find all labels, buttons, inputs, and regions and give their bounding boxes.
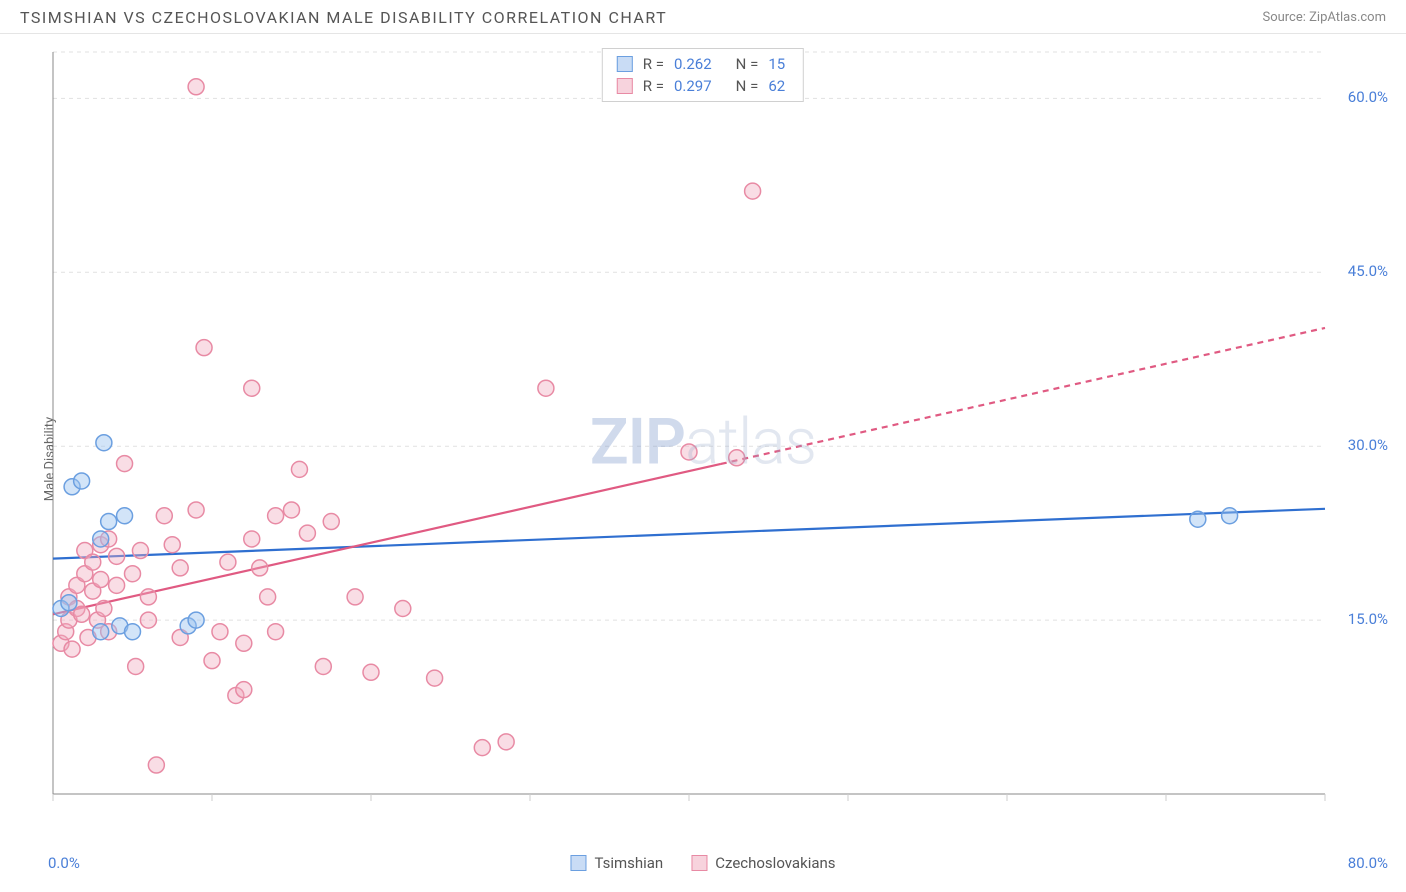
series-legend-item: Tsimshian <box>570 854 663 872</box>
legend-swatch <box>617 56 633 72</box>
y-tick-label: 15.0% <box>1348 610 1388 628</box>
y-tick-label: 30.0% <box>1348 436 1388 454</box>
series-legend: Tsimshian Czechoslovakians <box>570 854 835 872</box>
n-value: 15 <box>768 55 785 73</box>
stats-legend: R = 0.262 N = 15 R = 0.297 N = 62 <box>602 48 804 102</box>
n-label: N = <box>736 77 759 95</box>
series-label: Tsimshian <box>594 854 663 872</box>
x-axis-max: 80.0% <box>1348 854 1388 872</box>
legend-swatch <box>570 855 586 871</box>
n-value: 62 <box>768 77 785 95</box>
y-tick-label: 45.0% <box>1348 262 1388 280</box>
stats-legend-row: R = 0.262 N = 15 <box>603 53 803 75</box>
source-label: Source: ZipAtlas.com <box>1262 10 1386 25</box>
y-tick-label: 60.0% <box>1348 88 1388 106</box>
legend-swatch <box>691 855 707 871</box>
x-axis-min: 0.0% <box>48 854 80 872</box>
scatter-chart <box>45 44 1385 834</box>
r-label: R = <box>643 77 664 95</box>
r-value: 0.297 <box>674 77 712 95</box>
r-value: 0.262 <box>674 55 712 73</box>
series-label: Czechoslovakians <box>715 854 835 872</box>
series-legend-item: Czechoslovakians <box>691 854 835 872</box>
n-label: N = <box>736 55 759 73</box>
chart-container: Male Disability ZIPatlas R =0.262N =15R … <box>0 34 1406 884</box>
legend-swatch <box>617 78 633 94</box>
stats-legend-row: R = 0.297 N = 62 <box>603 75 803 97</box>
r-label: R = <box>643 55 664 73</box>
chart-title: TSIMSHIAN VS CZECHOSLOVAKIAN MALE DISABI… <box>20 8 667 27</box>
